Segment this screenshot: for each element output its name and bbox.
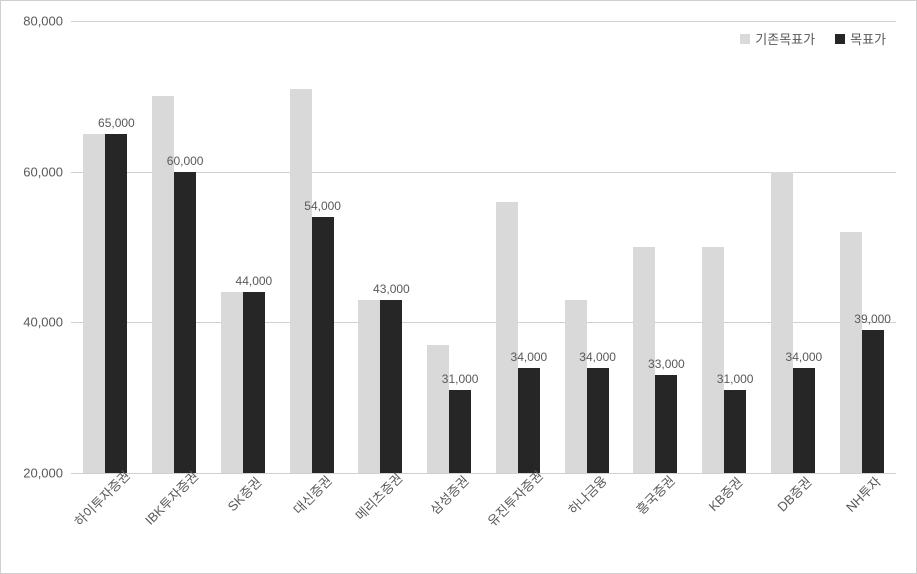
x-label-wrap: 흥국증권 — [621, 473, 690, 573]
x-label-wrap: KB증권 — [690, 473, 759, 573]
legend: 기존목표가 목표가 — [740, 29, 886, 48]
bar-target: 34,000 — [793, 368, 815, 473]
bar-group: 54,000 — [277, 21, 346, 473]
legend-swatch-prev — [740, 34, 750, 44]
bar-data-label: 34,000 — [579, 350, 616, 364]
bar-data-label: 34,000 — [786, 350, 823, 364]
x-label-wrap: 하이투자증권 — [71, 473, 140, 573]
bar-data-label: 39,000 — [854, 312, 891, 326]
legend-swatch-target — [835, 34, 845, 44]
bar-target: 65,000 — [105, 134, 127, 473]
bar-group: 44,000 — [209, 21, 278, 473]
bar-target: 34,000 — [518, 368, 540, 473]
bar-data-label: 31,000 — [717, 372, 754, 386]
bar-prev-target — [771, 172, 793, 473]
x-axis-label: 흥국증권 — [632, 471, 679, 518]
bar-prev-target — [358, 300, 380, 473]
x-axis-label: 유진투자증권 — [482, 466, 546, 530]
bar-group: 60,000 — [140, 21, 209, 473]
y-axis-label: 60,000 — [23, 164, 63, 179]
x-label-wrap: 메리츠증권 — [346, 473, 415, 573]
x-label-wrap: 하나금융 — [552, 473, 621, 573]
bar-data-label: 60,000 — [167, 154, 204, 168]
x-label-wrap: SK증권 — [209, 473, 278, 573]
bar-group: 65,000 — [71, 21, 140, 473]
x-label-wrap: 대신증권 — [277, 473, 346, 573]
bar-data-label: 31,000 — [442, 372, 479, 386]
x-axis-label: 대신증권 — [288, 471, 335, 518]
x-axis-label: SK증권 — [222, 472, 265, 515]
bar-group: 31,000 — [690, 21, 759, 473]
x-label-wrap: 유진투자증권 — [484, 473, 553, 573]
bar-target: 54,000 — [312, 217, 334, 473]
bar-group: 34,000 — [484, 21, 553, 473]
x-label-wrap: 삼성증권 — [415, 473, 484, 573]
bar-prev-target — [496, 202, 518, 473]
x-axis-labels: 하이투자증권IBK투자증권 SK증권 대신증권메리츠증권삼성증권 유진투자증권하나금융… — [71, 473, 896, 573]
bar-data-label: 54,000 — [304, 199, 341, 213]
plot-area: 20,00040,00060,00080,000 65,00060,00044,… — [71, 21, 896, 473]
bars-area: 65,000 60,000 44,000 54,000 43,000 31,000 34,0… — [71, 21, 896, 473]
bar-data-label: 33,000 — [648, 357, 685, 371]
bar-group: 31,000 — [415, 21, 484, 473]
bar-group: 34,000 — [552, 21, 621, 473]
bar-target: 31,000 — [724, 390, 746, 473]
bar-data-label: 43,000 — [373, 282, 410, 296]
x-axis-label: KB증권 — [704, 472, 747, 515]
x-axis-label: IBK투자증권 — [140, 466, 202, 528]
bar-target: 33,000 — [655, 375, 677, 473]
x-axis-label: 하이투자증권 — [70, 466, 134, 530]
x-axis-label: NH투자 — [840, 472, 884, 516]
x-axis-label: 메리츠증권 — [351, 468, 407, 524]
bar-data-label: 65,000 — [98, 116, 135, 130]
bar-prev-target — [83, 134, 105, 473]
y-axis-label: 40,000 — [23, 315, 63, 330]
bar-target: 44,000 — [243, 292, 265, 473]
legend-label-target: 목표가 — [850, 29, 886, 48]
bar-group: 33,000 — [621, 21, 690, 473]
bar-data-label: 34,000 — [511, 350, 548, 364]
bar-target: 34,000 — [587, 368, 609, 473]
bar-target: 60,000 — [174, 172, 196, 473]
bar-prev-target — [290, 89, 312, 473]
bar-prev-target — [427, 345, 449, 473]
y-axis-label: 80,000 — [23, 14, 63, 29]
bar-prev-target — [565, 300, 587, 473]
bar-target: 39,000 — [862, 330, 884, 473]
legend-label-prev: 기존목표가 — [755, 29, 815, 48]
y-axis-label: 20,000 — [23, 466, 63, 481]
x-axis-label: 삼성증권 — [425, 471, 472, 518]
bar-target: 43,000 — [380, 300, 402, 473]
bar-target: 31,000 — [449, 390, 471, 473]
x-axis-label: DB증권 — [772, 472, 815, 515]
bar-group: 34,000 — [759, 21, 828, 473]
bar-group: 43,000 — [346, 21, 415, 473]
chart-container: 20,000 40,000 60,000 80,000 65,000 60,000 44,… — [0, 0, 917, 574]
bar-prev-target — [221, 292, 243, 473]
legend-item-target: 목표가 — [835, 29, 886, 48]
bar-group: 39,000 — [827, 21, 896, 473]
x-label-wrap: DB증권 — [759, 473, 828, 573]
x-label-wrap: NH투자 — [827, 473, 896, 573]
x-axis-label: 하나금융 — [563, 471, 610, 518]
x-label-wrap: IBK투자증권 — [140, 473, 209, 573]
bar-data-label: 44,000 — [236, 274, 273, 288]
legend-item-prev: 기존목표가 — [740, 29, 815, 48]
bar-prev-target — [840, 232, 862, 473]
bar-prev-target — [702, 247, 724, 473]
